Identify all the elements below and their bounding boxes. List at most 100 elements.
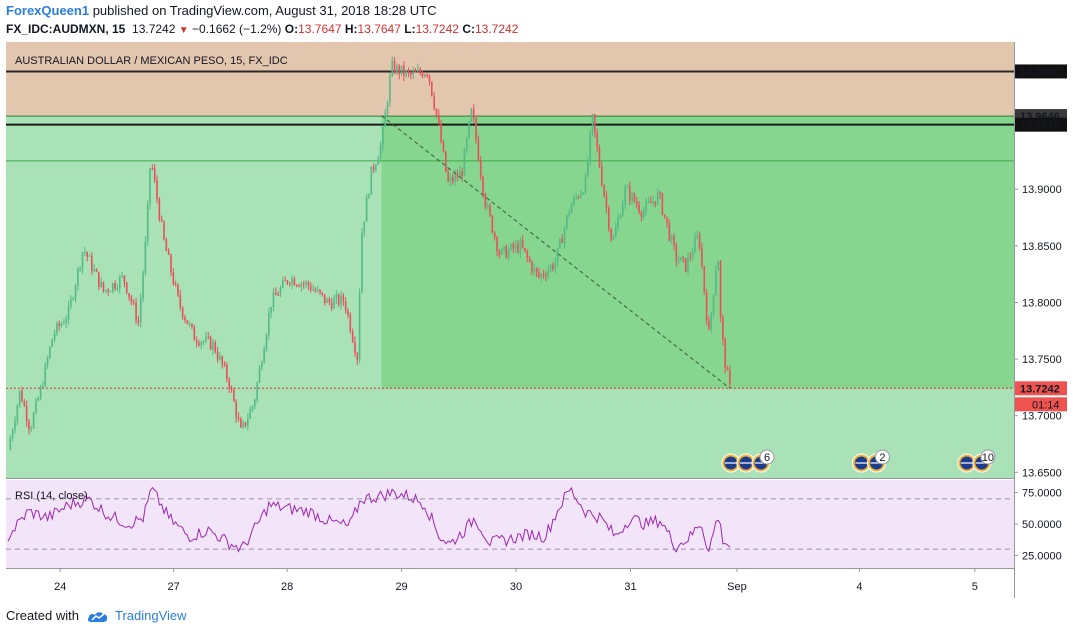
candle xyxy=(326,297,328,304)
tradingview-brand-label[interactable]: TradingView xyxy=(114,608,187,623)
candle xyxy=(247,413,249,431)
candle xyxy=(722,314,724,346)
candle xyxy=(682,255,685,263)
candle-body xyxy=(237,417,240,420)
candle xyxy=(465,136,468,154)
candle-body xyxy=(351,331,354,342)
candle-body xyxy=(384,112,387,127)
candle xyxy=(433,92,435,111)
candle xyxy=(361,227,363,293)
candle-body xyxy=(607,207,610,229)
candle xyxy=(368,193,370,199)
candle xyxy=(601,162,603,187)
candle-body xyxy=(694,238,696,253)
candle xyxy=(421,71,424,79)
close-value: 13.7242 xyxy=(474,22,519,36)
candle xyxy=(11,427,14,442)
tradingview-link[interactable]: TradingView xyxy=(87,608,187,623)
candle xyxy=(566,214,568,230)
event-marker[interactable]: 10 xyxy=(957,449,996,473)
candle xyxy=(451,173,454,185)
candle xyxy=(46,355,49,369)
event-marker[interactable]: 6 xyxy=(721,449,775,473)
rsi-line xyxy=(7,486,731,553)
candle-body xyxy=(708,320,710,330)
candle xyxy=(291,275,293,290)
candle-body xyxy=(503,246,505,250)
candle-body xyxy=(482,176,484,195)
candle-body xyxy=(612,237,615,240)
candle xyxy=(111,282,114,294)
candle-body xyxy=(654,201,657,205)
candle-body xyxy=(587,160,589,176)
candle-body xyxy=(642,210,645,217)
candle xyxy=(645,197,647,216)
candle-body xyxy=(293,278,296,286)
candle-body xyxy=(491,215,494,233)
candle xyxy=(475,115,477,144)
candle-body xyxy=(195,340,198,343)
event-marker[interactable]: 2 xyxy=(851,449,890,473)
candle-body xyxy=(431,81,433,96)
candle-body xyxy=(538,272,540,277)
candle xyxy=(677,255,680,265)
candle-body xyxy=(172,272,175,284)
candle xyxy=(510,243,512,251)
candle xyxy=(500,247,503,256)
candle-body xyxy=(111,283,114,292)
candle-body xyxy=(298,285,300,287)
candle xyxy=(261,360,263,371)
candle xyxy=(729,364,731,388)
candle xyxy=(118,274,121,294)
candle-body xyxy=(631,193,633,201)
candle-body xyxy=(391,60,394,76)
candle-body xyxy=(139,298,142,323)
candle-body xyxy=(484,194,487,208)
candle-body xyxy=(649,201,652,204)
candle-body xyxy=(302,283,305,285)
x-tick-label: 24 xyxy=(54,581,66,593)
candle-body xyxy=(316,289,319,292)
candle xyxy=(39,384,42,401)
candle xyxy=(668,219,671,242)
candle-body xyxy=(489,205,491,216)
candle xyxy=(358,288,361,364)
candle-body xyxy=(645,202,647,211)
candle xyxy=(67,300,70,325)
candle xyxy=(456,169,459,182)
candle-body xyxy=(23,401,26,406)
candle xyxy=(279,285,282,297)
author-link[interactable]: ForexQueen1 xyxy=(6,3,90,18)
candle xyxy=(505,244,508,259)
candle-body xyxy=(30,428,33,430)
candle-body xyxy=(656,192,659,205)
candle xyxy=(554,257,557,274)
candle-body xyxy=(663,214,666,217)
candle xyxy=(405,69,407,78)
candle-body xyxy=(670,236,673,241)
candle-body xyxy=(347,310,349,315)
candle xyxy=(25,400,28,427)
candle-body xyxy=(207,336,210,338)
candle-body xyxy=(114,283,116,289)
candle-body xyxy=(219,356,221,360)
candle xyxy=(191,323,193,330)
candle-body xyxy=(379,145,382,159)
candle-body xyxy=(256,382,258,400)
rsi-title: RSI (14, close) xyxy=(15,490,88,502)
candle-body xyxy=(468,121,470,138)
candle xyxy=(705,288,708,326)
candle-body xyxy=(496,237,498,252)
candle xyxy=(675,242,678,267)
candle-body xyxy=(198,342,200,346)
candle-body xyxy=(717,261,720,271)
candle xyxy=(463,148,466,177)
candle xyxy=(151,164,154,171)
candle xyxy=(589,129,591,167)
candle xyxy=(563,226,566,249)
candle xyxy=(212,338,214,356)
candle-body xyxy=(181,307,184,318)
candle-body xyxy=(340,295,342,305)
candle xyxy=(298,283,300,288)
